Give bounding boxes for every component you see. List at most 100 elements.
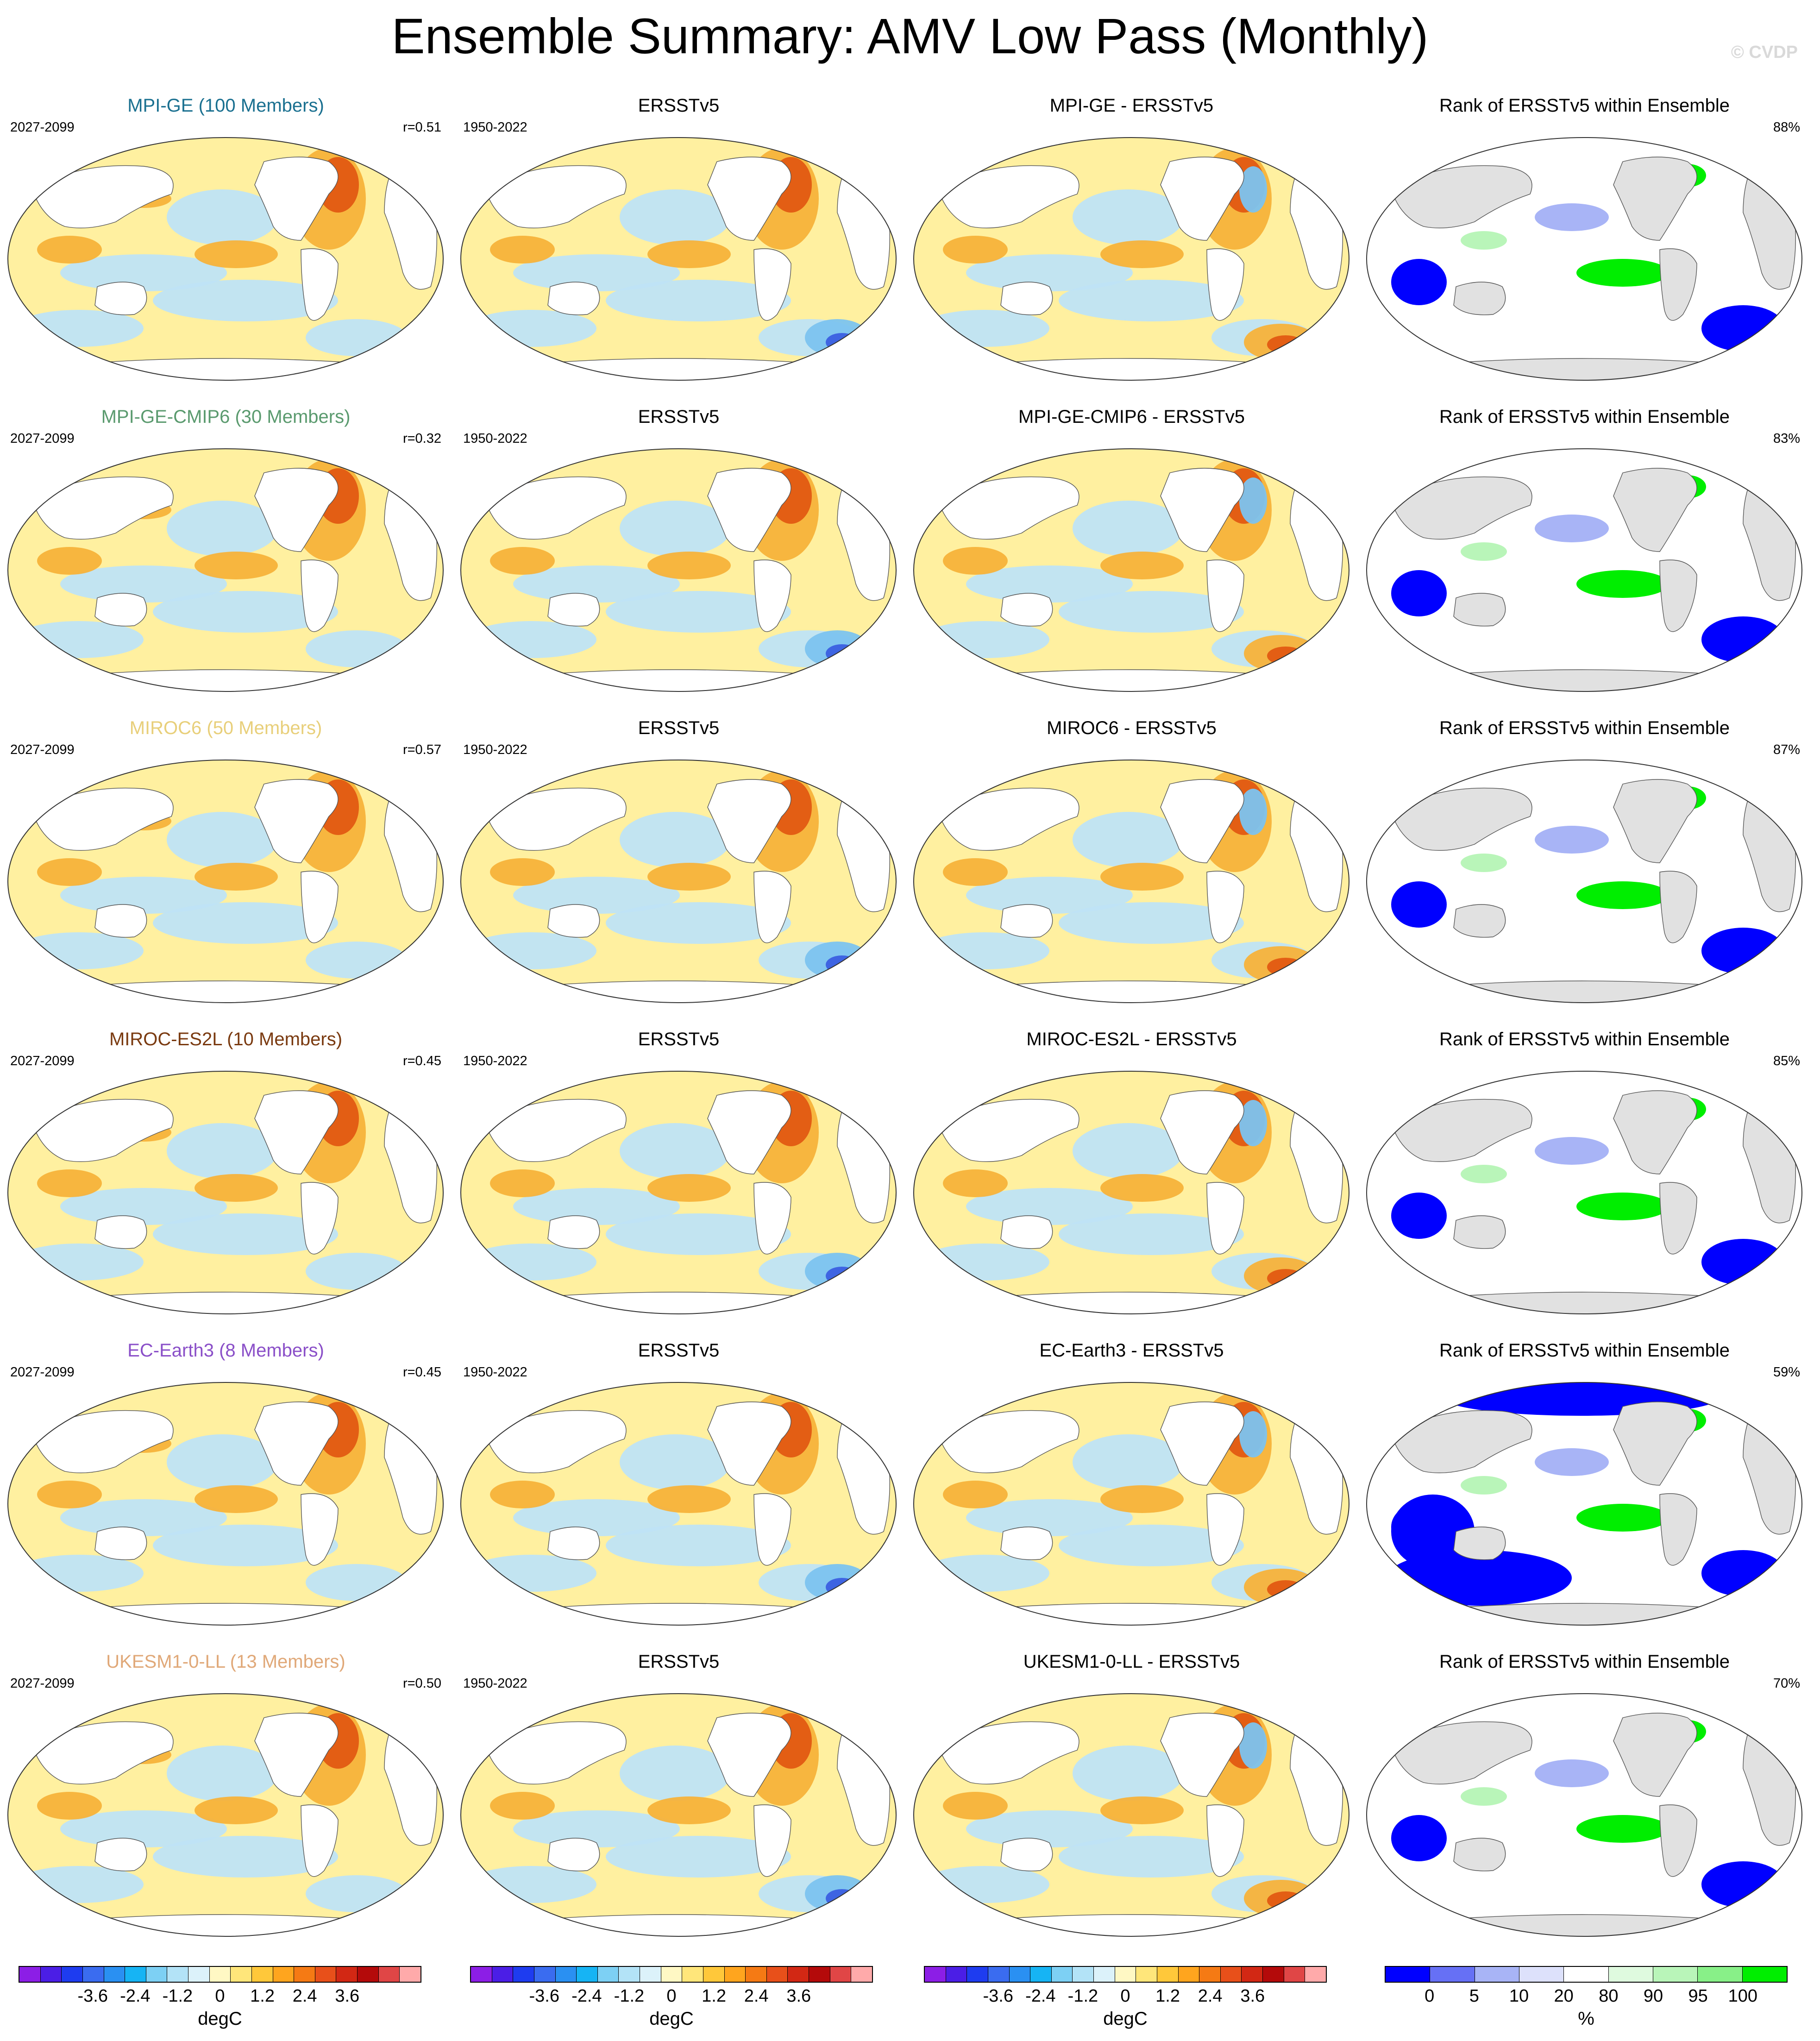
colorbar-swatch: [1178, 1967, 1200, 1982]
colorbar-unit: degC: [198, 2009, 242, 2029]
rank-panel: Rank of ERSSTv5 within Ensemble 83%: [1359, 402, 1810, 713]
colorbar-unit: degC: [649, 2009, 694, 2029]
panel-title: MPI-GE - ERSSTv5: [1049, 95, 1214, 116]
sst-map: [913, 1693, 1349, 1937]
sst-map: [460, 760, 897, 1003]
panel-title: UKESM1-0-LL - ERSSTv5: [1023, 1652, 1240, 1672]
colorbar-swatch: [62, 1967, 83, 1982]
colorbar-tick-label: 0: [215, 1986, 225, 2006]
rank-percent: 88%: [1773, 120, 1800, 135]
colorbar-tick-label: 2.4: [744, 1986, 769, 2006]
sst-map: [7, 1071, 444, 1314]
colorbar-swatch: [925, 1967, 946, 1982]
pattern-correlation: r=0.51: [402, 120, 441, 135]
colorbar-swatch: [19, 1967, 41, 1982]
panel-title: MPI-GE-CMIP6 (30 Members): [101, 407, 351, 427]
sst-map: [460, 448, 897, 692]
rank-percent: 59%: [1773, 1365, 1800, 1380]
panel-title: Rank of ERSSTv5 within Ensemble: [1439, 718, 1730, 738]
colorbar-swatch: [1094, 1967, 1115, 1982]
rank-panel: Rank of ERSSTv5 within Ensemble 85%: [1359, 1024, 1810, 1335]
colorbar-tick-label: 3.6: [1240, 1986, 1265, 2006]
obs-panel: ERSSTv5 1950-2022: [453, 1024, 904, 1335]
years-label: 2027-2099: [10, 1365, 75, 1380]
colorbar-ticks: -3.6 -2.4 -1.2 0 1.2 2.4 3.6: [924, 1983, 1327, 2010]
colorbar-swatch: [988, 1967, 1010, 1982]
colorbar-tick-label: 3.6: [786, 1986, 811, 2006]
colorbar-tick-label: 1.2: [1155, 1986, 1180, 2006]
panel-title: Rank of ERSSTv5 within Ensemble: [1439, 1029, 1730, 1049]
rank-map: [1366, 448, 1802, 692]
sst-map: [913, 760, 1349, 1003]
obs-panel: ERSSTv5 1950-2022: [453, 1335, 904, 1646]
sst-map: [7, 137, 444, 381]
colorbar-swatch: [1115, 1967, 1136, 1982]
rank-colorbar: 0 5 10 20 80 90 95 100%: [1385, 1966, 1788, 2035]
rank-panel: Rank of ERSSTv5 within Ensemble 87%: [1359, 713, 1810, 1024]
colorbar-swatches: [1385, 1966, 1788, 1983]
years-label: 2027-2099: [10, 1054, 75, 1068]
colorbar-swatch: [251, 1967, 273, 1982]
colorbar-swatch: [188, 1967, 210, 1982]
rank-map: [1366, 1693, 1802, 1937]
colorbar-tick-label: 0: [1120, 1986, 1130, 2006]
rank-panel: Rank of ERSSTv5 within Ensemble 70%: [1359, 1646, 1810, 1958]
colorbar-swatch: [1519, 1967, 1564, 1982]
colorbar-swatch: [146, 1967, 168, 1982]
pattern-correlation: r=0.57: [402, 742, 441, 757]
sst-map: [460, 1382, 897, 1626]
pattern-correlation: r=0.45: [402, 1365, 441, 1380]
colorbar-swatch: [946, 1967, 967, 1982]
panel-title: EC-Earth3 (8 Members): [127, 1340, 324, 1361]
colorbar-tick-label: -1.2: [614, 1986, 645, 2006]
years-label: 1950-2022: [463, 120, 527, 135]
colorbar-swatch: [1475, 1967, 1519, 1982]
colorbar-tick-label: -3.6: [77, 1986, 108, 2006]
colorbar-swatch: [1073, 1967, 1094, 1982]
colorbar-swatch: [231, 1967, 252, 1982]
colorbar-unit: %: [1578, 2009, 1594, 2029]
sst-map: [460, 1071, 897, 1314]
panel-title: MIROC6 (50 Members): [129, 718, 322, 738]
colorbar-swatches: [470, 1966, 873, 1983]
colorbar-tick-label: 2.4: [1198, 1986, 1223, 2006]
model-panel: EC-Earth3 (8 Members) 2027-2099 r=0.45: [0, 1335, 452, 1646]
colorbar-tick-label: 5: [1469, 1986, 1479, 2006]
obs-panel: ERSSTv5 1950-2022: [453, 402, 904, 713]
panel-title: Rank of ERSSTv5 within Ensemble: [1439, 407, 1730, 427]
colorbar-swatch: [703, 1967, 725, 1982]
years-label: 1950-2022: [463, 431, 527, 446]
colorbar-swatch: [1608, 1967, 1653, 1982]
panel-grid: MPI-GE (100 Members) 2027-2099 r=0.51 ERSST…: [0, 90, 1820, 1958]
diff-panel: MPI-GE - ERSSTv5: [906, 90, 1357, 402]
years-label: 2027-2099: [10, 1676, 75, 1691]
obs-panel: ERSSTv5 1950-2022: [453, 713, 904, 1024]
diff-panel: MIROC6 - ERSSTv5: [906, 713, 1357, 1024]
sst-map: [460, 137, 897, 381]
colorbar-swatch: [513, 1967, 534, 1982]
colorbar-swatch: [40, 1967, 62, 1982]
colorbar-tick-label: 1.2: [702, 1986, 726, 2006]
colorbar-swatch: [640, 1967, 661, 1982]
colorbar-swatch: [315, 1967, 337, 1982]
panel-title: ERSSTv5: [638, 95, 720, 116]
colorbar-swatch: [661, 1967, 683, 1982]
colorbar-unit: degC: [1103, 2009, 1148, 2029]
colorbar-tick-label: -2.4: [1025, 1986, 1056, 2006]
degc-colorbar: -3.6 -2.4 -1.2 0 1.2 2.4 3.6 degC: [19, 1966, 421, 2035]
colorbar-tick-label: 0: [666, 1986, 677, 2006]
rank-map: [1366, 760, 1802, 1003]
colorbar-tick-label: 20: [1554, 1986, 1574, 2006]
panel-title: MIROC6 - ERSSTv5: [1047, 718, 1217, 738]
years-label: 2027-2099: [10, 120, 75, 135]
colorbar-swatch: [682, 1967, 703, 1982]
obs-panel: ERSSTv5 1950-2022: [453, 1646, 904, 1958]
colorbar-swatch: [597, 1967, 619, 1982]
colorbar-swatch: [619, 1967, 640, 1982]
colorbar-tick-label: -2.4: [571, 1986, 602, 2006]
sst-map: [460, 1693, 897, 1937]
diff-panel: MPI-GE-CMIP6 - ERSSTv5: [906, 402, 1357, 713]
sst-map: [7, 1693, 444, 1937]
colorbar-tick-label: -1.2: [1067, 1986, 1098, 2006]
colorbar-swatch: [273, 1967, 295, 1982]
